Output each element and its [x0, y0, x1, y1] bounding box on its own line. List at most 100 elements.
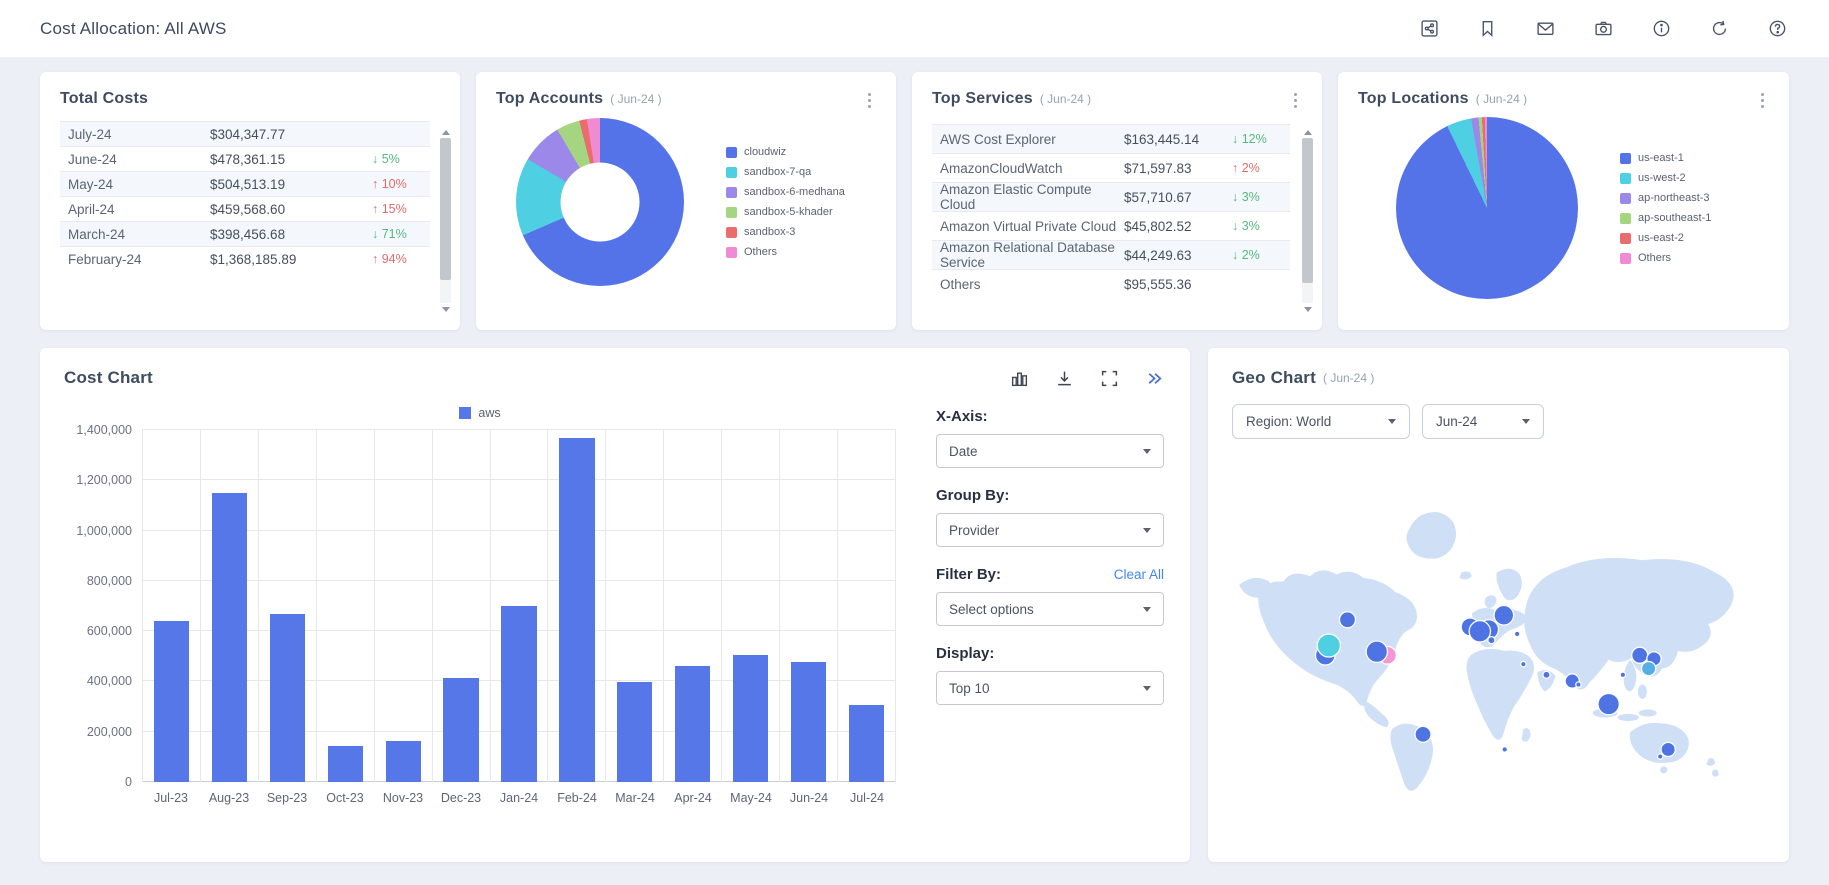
filter-by-select[interactable]: Select options: [936, 592, 1164, 626]
bar[interactable]: [559, 438, 595, 782]
table-row[interactable]: Amazon Relational Database Service $44,2…: [932, 240, 1290, 270]
table-row[interactable]: July-24 $304,347.77: [60, 121, 430, 146]
bar[interactable]: [617, 681, 653, 782]
group-by-select[interactable]: Provider: [936, 513, 1164, 547]
bar[interactable]: [443, 677, 479, 782]
mail-icon[interactable]: [1536, 19, 1555, 38]
cost-bubble[interactable]: [1501, 746, 1509, 753]
top-locations-pie-chart[interactable]: [1396, 117, 1578, 299]
legend-item[interactable]: sandbox-6-medhana: [726, 186, 845, 198]
cost-bubble[interactable]: [1520, 660, 1527, 668]
bar[interactable]: [733, 655, 769, 782]
cost-bubble[interactable]: [1487, 635, 1496, 645]
cost-bubble[interactable]: [1468, 620, 1492, 643]
camera-icon[interactable]: [1594, 19, 1613, 38]
cost-bubble[interactable]: [1414, 725, 1432, 743]
chart-legend[interactable]: aws: [64, 402, 896, 424]
cost-bubble[interactable]: [1597, 692, 1620, 716]
bar[interactable]: [385, 740, 421, 782]
scrollbar-thumb[interactable]: [1302, 138, 1313, 284]
display-select[interactable]: Top 10: [936, 671, 1164, 705]
bar[interactable]: [153, 621, 190, 782]
table-row[interactable]: February-24 $1,368,185.89 ↑ 94%: [60, 246, 430, 271]
selected-value: Region: World: [1246, 414, 1332, 429]
table-row[interactable]: Amazon Virtual Private Cloud $45,802.52 …: [932, 211, 1290, 240]
scroll-down-icon[interactable]: [439, 303, 452, 315]
scrollbar-track[interactable]: [440, 138, 451, 303]
legend-item[interactable]: sandbox-3: [726, 226, 845, 238]
bookmark-icon[interactable]: [1478, 19, 1497, 38]
bar[interactable]: [848, 705, 885, 782]
legend-swatch: [726, 226, 737, 238]
legend-item[interactable]: us-east-2: [1620, 232, 1711, 244]
table-row[interactable]: AmazonCloudWatch $71,597.83 ↑ 2%: [932, 153, 1290, 182]
cost-bubble[interactable]: [1316, 633, 1341, 658]
bar[interactable]: [269, 613, 305, 782]
legend-item[interactable]: us-west-2: [1620, 172, 1711, 184]
legend-item[interactable]: ap-southeast-1: [1620, 212, 1711, 224]
bar[interactable]: [790, 661, 827, 782]
help-icon[interactable]: [1768, 19, 1787, 38]
kebab-menu-icon[interactable]: [1756, 90, 1769, 111]
bar-column: [721, 430, 779, 782]
bar[interactable]: [211, 492, 248, 782]
info-icon[interactable]: [1652, 19, 1671, 38]
table-row[interactable]: March-24 $398,456.68 ↓ 71%: [60, 221, 430, 246]
legend-item[interactable]: sandbox-7-qa: [726, 166, 845, 178]
fullscreen-icon[interactable]: [1100, 369, 1119, 388]
cost-bubble[interactable]: [1513, 630, 1521, 638]
scrollbar-thumb[interactable]: [440, 138, 451, 280]
selected-value: Select options: [949, 601, 1034, 617]
top-accounts-legend: cloudwiz sandbox-7-qa sandbox-6-medhana …: [726, 146, 845, 258]
table-row[interactable]: April-24 $459,568.60 ↑ 15%: [60, 196, 430, 221]
cost-bubble[interactable]: [1631, 646, 1649, 664]
table-row[interactable]: AWS Cost Explorer $163,445.14 ↓ 12%: [932, 124, 1290, 153]
month-select[interactable]: Jun-24: [1422, 404, 1544, 439]
scroll-down-icon[interactable]: [1301, 303, 1314, 315]
scrollbar[interactable]: [439, 126, 452, 315]
cost-bubble[interactable]: [1338, 611, 1357, 629]
clear-all-link[interactable]: Clear All: [1113, 567, 1164, 582]
bar[interactable]: [327, 745, 363, 782]
bar[interactable]: [501, 606, 537, 782]
legend-item[interactable]: Others: [726, 246, 845, 258]
double-chevron-right-icon[interactable]: [1145, 369, 1164, 388]
y-tick-label: 400,000: [86, 674, 132, 689]
kebab-menu-icon[interactable]: [1289, 90, 1302, 111]
table-row[interactable]: May-24 $504,513.19 ↑ 10%: [60, 171, 430, 196]
scrollbar-track[interactable]: [1302, 138, 1313, 303]
legend-item[interactable]: us-east-1: [1620, 152, 1711, 164]
bar[interactable]: [675, 666, 711, 782]
legend-item[interactable]: sandbox-5-khader: [726, 206, 845, 218]
legend-item[interactable]: cloudwiz: [726, 146, 845, 158]
display-label: Display:: [936, 645, 995, 662]
cost-bubble[interactable]: [1493, 604, 1515, 626]
table-row[interactable]: Others $95,555.36: [932, 269, 1290, 298]
share-icon[interactable]: [1420, 19, 1439, 38]
cost-bubble[interactable]: [1656, 753, 1664, 760]
download-icon[interactable]: [1055, 369, 1074, 388]
cost-bubble[interactable]: [1575, 681, 1582, 688]
scrollbar[interactable]: [1301, 126, 1314, 315]
cost-bubble[interactable]: [1365, 640, 1389, 664]
bar-chart-icon[interactable]: [1010, 369, 1029, 388]
chart-controls: X-Axis: Date Group By: Provider Filter B…: [896, 402, 1164, 812]
x-axis-select[interactable]: Date: [936, 434, 1164, 468]
scroll-up-icon[interactable]: [439, 126, 452, 138]
table-row[interactable]: June-24 $478,361.15 ↓ 5%: [60, 146, 430, 171]
scroll-up-icon[interactable]: [1301, 126, 1314, 138]
region-select[interactable]: Region: World: [1232, 404, 1410, 439]
cost-bubble[interactable]: [1660, 741, 1676, 758]
top-accounts-donut-chart[interactable]: [516, 118, 684, 286]
x-tick-label: Jan-24: [499, 791, 539, 805]
cost-bubble[interactable]: [1640, 660, 1657, 677]
refresh-icon[interactable]: [1710, 19, 1729, 38]
geo-world-map[interactable]: [1232, 445, 1765, 862]
cost-bubble[interactable]: [1542, 670, 1551, 679]
legend-item[interactable]: Others: [1620, 252, 1711, 264]
table-row[interactable]: Amazon Elastic Compute Cloud $57,710.67 …: [932, 182, 1290, 212]
legend-item[interactable]: ap-northeast-3: [1620, 192, 1711, 204]
month-cell: March-24: [68, 226, 126, 242]
cost-bubble[interactable]: [1619, 671, 1627, 679]
kebab-menu-icon[interactable]: [863, 90, 876, 111]
